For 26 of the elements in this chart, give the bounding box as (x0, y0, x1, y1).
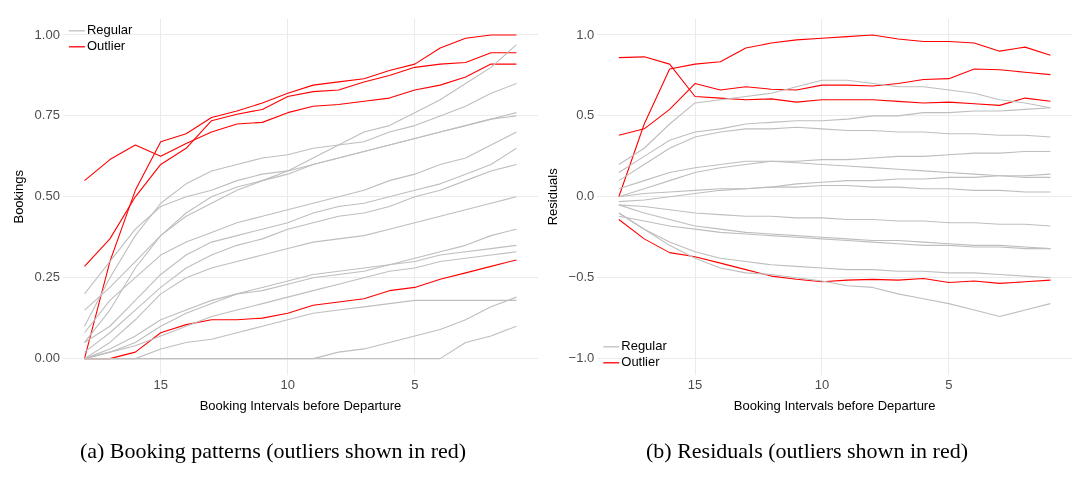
y-axis-title: Bookings (11, 169, 27, 224)
y-tick-label: 1.00 (34, 26, 60, 42)
x-tick-label: 5 (945, 377, 953, 393)
x-tick-label: 10 (280, 377, 295, 393)
legend-label: Outlier (86, 38, 126, 54)
legend-label: Regular (86, 22, 134, 38)
y-tick-label: 0.0 (576, 188, 595, 204)
y-tick-label: 0.50 (34, 188, 60, 204)
x-tick-label: 5 (411, 377, 419, 393)
y-tick-label: 0.5 (576, 107, 595, 123)
y-tick-label: 1.0 (576, 26, 595, 42)
y-tick-label: 0.75 (34, 107, 60, 123)
text: (b) Residuals (outliers shown in red) (645, 438, 969, 464)
legend-label: Outlier (621, 354, 661, 370)
y-tick-label: 0.25 (34, 269, 60, 285)
y-tick-label: 0.00 (34, 350, 60, 366)
x-axis-title: Booking Intervals before Departure (733, 397, 936, 413)
x-tick-label: 15 (153, 377, 168, 393)
x-tick-label: 15 (687, 377, 703, 393)
y-axis-title: Residuals (545, 167, 561, 226)
y-tick-label: −0.5 (568, 269, 595, 285)
x-tick-label: 10 (814, 377, 830, 393)
x-axis-title: Booking Intervals before Departure (199, 397, 402, 413)
legend-label: Regular (621, 338, 668, 354)
text: (a) Booking patterns (outliers shown in red) (78, 438, 468, 464)
y-tick-label: −1.0 (568, 350, 595, 366)
